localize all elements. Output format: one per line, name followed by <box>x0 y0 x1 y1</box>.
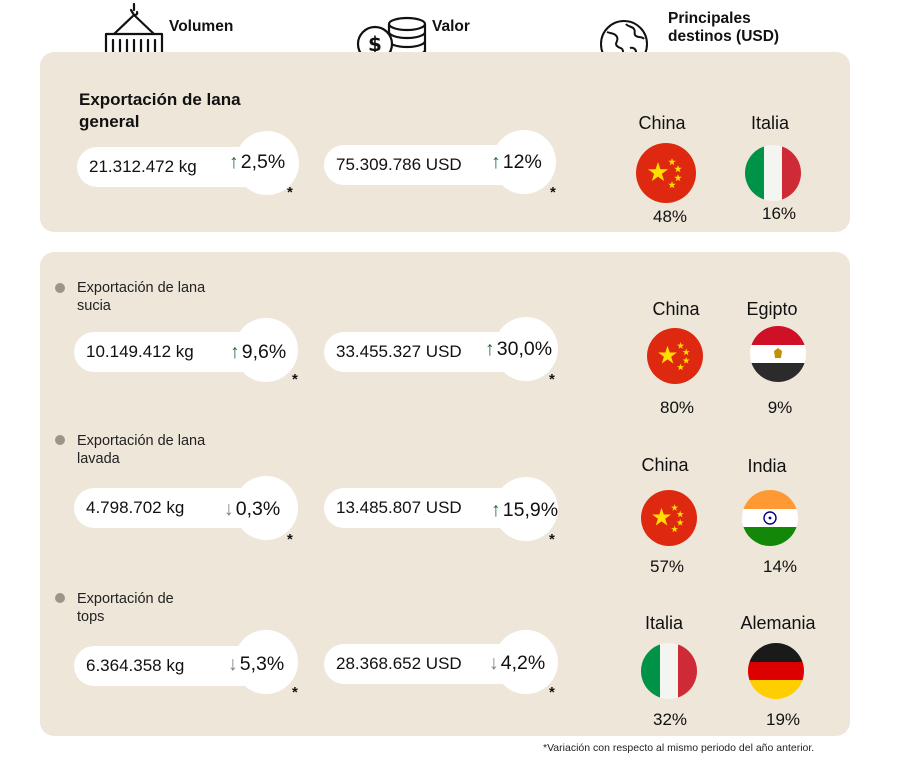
section-bullet <box>55 283 65 293</box>
arrow-down-icon: ↓ <box>228 653 238 675</box>
arrow-down-icon: ↓ <box>224 498 234 520</box>
section-bullet <box>55 593 65 603</box>
volume-value: 6.364.358 kg <box>86 656 185 675</box>
asterisk: * <box>287 531 293 548</box>
destination-country: Italia <box>750 113 790 133</box>
volume-change: ↑ 9,6% <box>230 340 286 364</box>
change-circle <box>234 630 298 694</box>
value-change-value: 4,2% <box>500 652 546 674</box>
volume-change: ↑ 2,5% <box>229 150 285 174</box>
value-change-value: 15,9% <box>502 499 559 521</box>
volume-value: 21.312.472 kg <box>89 157 197 176</box>
destinations-header-line2: destinos (USD) <box>668 28 780 45</box>
arrow-up-icon: ↑ <box>230 341 240 363</box>
volume-change-value: 2,5% <box>240 151 286 173</box>
general-panel <box>40 52 850 232</box>
destination-country: Egipto <box>746 299 798 319</box>
section-bullet <box>55 435 65 445</box>
volume-change-value: 5,3% <box>239 653 285 675</box>
section-title: Exportación de tops <box>77 590 174 626</box>
destination-share: 9% <box>767 398 793 417</box>
destination-country: China <box>638 113 686 133</box>
change-circle <box>234 476 298 540</box>
destination-share: 16% <box>761 204 797 223</box>
value-amount: 75.309.786 USD <box>336 155 462 174</box>
value-change: ↑ 15,9% <box>491 498 558 522</box>
change-circle <box>234 318 298 382</box>
value-amount: 33.455.327 USD <box>336 342 462 361</box>
destination-share: 14% <box>762 557 798 576</box>
general-title-line2: general <box>79 112 140 131</box>
asterisk: * <box>549 684 555 701</box>
arrow-up-icon: ↑ <box>229 151 239 173</box>
section-title-line1: Exportación de lana <box>77 280 206 296</box>
change-circle <box>494 477 558 541</box>
general-title: Exportación de lana general <box>79 89 241 133</box>
value-change-value: 12% <box>502 151 542 173</box>
asterisk: * <box>292 371 298 388</box>
arrow-down-icon: ↓ <box>489 652 499 674</box>
change-circle <box>494 630 558 694</box>
germany-flag-icon <box>748 643 804 699</box>
destination-country: China <box>641 455 689 475</box>
china-flag-icon <box>641 490 697 546</box>
egypt-flag-icon <box>750 326 806 382</box>
asterisk: * <box>549 371 555 388</box>
value-change: ↓ 4,2% <box>489 651 545 675</box>
volume-change: ↓ 0,3% <box>224 497 280 521</box>
section-title-line1: Exportación de lana <box>77 433 206 449</box>
section-title-line2: tops <box>77 609 105 625</box>
footnote: *Variación con respecto al mismo periodo… <box>543 742 815 754</box>
destination-country: Italia <box>644 613 684 633</box>
arrow-up-icon: ↑ <box>491 499 501 521</box>
china-flag-icon <box>647 328 703 384</box>
volume-change-value: 9,6% <box>241 341 287 363</box>
italy-flag-icon <box>745 145 801 201</box>
destination-share: 80% <box>659 398 695 417</box>
value-amount: 13.485.807 USD <box>336 498 462 517</box>
general-title-line1: Exportación de lana <box>79 90 241 109</box>
destination-share: 19% <box>765 710 801 729</box>
section-title-line2: lavada <box>77 451 120 467</box>
value-change: ↑ 12% <box>491 150 542 174</box>
china-flag-icon <box>636 143 696 203</box>
destination-country: China <box>652 299 700 319</box>
section-title-line1: Exportación de <box>77 591 174 607</box>
asterisk: * <box>292 684 298 701</box>
italy-flag-icon <box>641 643 697 699</box>
asterisk: * <box>287 184 293 201</box>
destinations-header-label: Principales destinos (USD) <box>668 10 779 46</box>
volume-value: 10.149.412 kg <box>86 342 194 361</box>
arrow-up-icon: ↑ <box>485 338 495 360</box>
change-circle <box>494 317 558 381</box>
value-header-label: Valor <box>432 18 470 35</box>
destinations-header-line1: Principales <box>668 10 751 27</box>
section-title-line2: sucia <box>77 298 111 314</box>
destination-country: Alemania <box>740 613 816 633</box>
asterisk: * <box>549 531 555 548</box>
volume-value: 4.798.702 kg <box>86 498 185 517</box>
volume-change: ↓ 5,3% <box>228 652 284 676</box>
value-change: ↑ 30,0% <box>485 337 552 361</box>
destination-share: 48% <box>652 207 688 226</box>
arrow-up-icon: ↑ <box>491 151 501 173</box>
change-circle <box>492 130 556 194</box>
volume-change-value: 0,3% <box>235 498 281 520</box>
section-title: Exportación de lana sucia <box>77 279 205 315</box>
volume-header-label: Volumen <box>169 18 234 35</box>
section-title: Exportación de lana lavada <box>77 432 205 468</box>
value-amount: 28.368.652 USD <box>336 654 462 673</box>
destination-share: 32% <box>652 710 688 729</box>
asterisk: * <box>550 184 556 201</box>
india-flag-icon <box>742 490 798 546</box>
value-change-value: 30,0% <box>496 338 553 360</box>
change-circle <box>235 131 299 195</box>
destination-share: 57% <box>649 557 685 576</box>
svg-text:$: $ <box>368 32 382 56</box>
destination-country: India <box>747 456 787 476</box>
